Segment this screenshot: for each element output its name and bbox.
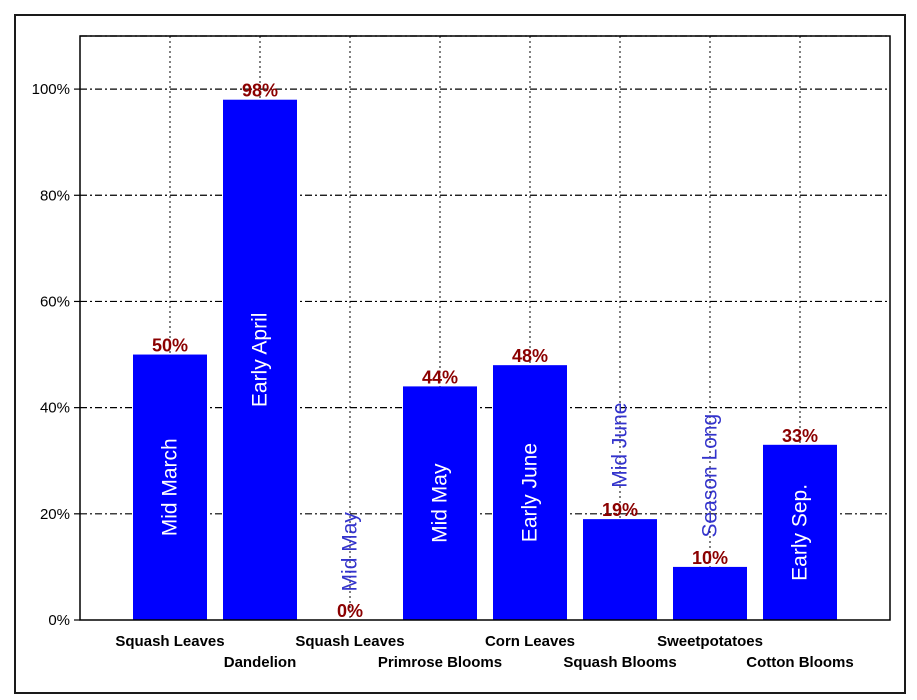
bar-label: Mid June [609,403,632,488]
bar-label: Mid March [159,438,182,536]
x-category-label: Cotton Blooms [746,654,853,671]
bar [133,354,207,620]
value-label: 48% [512,346,548,366]
y-tick-label: 40% [40,400,70,417]
value-label: 50% [152,336,188,356]
bar-label: Early June [519,443,542,542]
y-tick-label: 100% [32,81,70,98]
x-category-label: Squash Leaves [295,633,404,650]
x-category-label: Corn Leaves [485,633,575,650]
bar [763,444,837,620]
value-label: 98% [242,81,278,101]
y-tick-label: 80% [40,187,70,204]
value-label: 0% [337,601,363,621]
value-label: 19% [602,500,638,520]
plot-border [79,35,891,621]
x-category-label: Sweetpotatoes [657,633,763,650]
y-tick-label: 20% [40,506,70,523]
bar-label: Early April [249,313,272,408]
y-tick-label: 0% [48,612,70,629]
value-label: 10% [692,548,728,568]
plot-area [80,36,890,620]
bar [403,386,477,620]
x-category-label: Squash Leaves [115,633,224,650]
bar-label: Early Sep. [789,484,812,581]
bar [493,365,567,620]
bar-label: Season Long [699,414,722,538]
value-label: 33% [782,426,818,446]
x-category-label: Primrose Blooms [378,654,502,671]
bar-label: Mid May [339,512,362,592]
bar [223,99,297,620]
x-category-label: Dandelion [224,654,297,671]
bar-label: Mid May [429,463,452,543]
value-label: 44% [422,367,458,387]
x-category-label: Squash Blooms [563,654,676,671]
bar [583,519,657,620]
y-tick-label: 60% [40,293,70,310]
bar [673,566,747,620]
